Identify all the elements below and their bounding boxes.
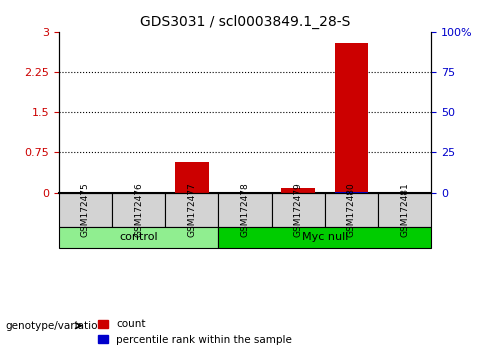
Text: Myc null: Myc null bbox=[302, 232, 348, 242]
Text: GSM172475: GSM172475 bbox=[81, 182, 90, 237]
Text: genotype/variation: genotype/variation bbox=[5, 321, 104, 331]
Text: GSM172480: GSM172480 bbox=[347, 182, 356, 237]
FancyBboxPatch shape bbox=[325, 193, 378, 227]
FancyBboxPatch shape bbox=[59, 193, 112, 227]
FancyBboxPatch shape bbox=[165, 193, 219, 227]
FancyBboxPatch shape bbox=[59, 227, 219, 248]
Text: GSM172478: GSM172478 bbox=[241, 182, 249, 237]
Bar bbox=[281, 188, 315, 193]
FancyBboxPatch shape bbox=[378, 193, 431, 227]
FancyBboxPatch shape bbox=[219, 227, 431, 248]
Title: GDS3031 / scl0003849.1_28-S: GDS3031 / scl0003849.1_28-S bbox=[140, 15, 350, 29]
Text: GSM172476: GSM172476 bbox=[134, 182, 143, 237]
Text: GSM172481: GSM172481 bbox=[400, 182, 409, 237]
Text: GSM172479: GSM172479 bbox=[294, 182, 303, 237]
Text: control: control bbox=[119, 232, 158, 242]
FancyBboxPatch shape bbox=[112, 193, 165, 227]
Legend: count, percentile rank within the sample: count, percentile rank within the sample bbox=[94, 315, 296, 349]
FancyBboxPatch shape bbox=[219, 193, 271, 227]
Bar bbox=[175, 162, 209, 193]
Text: GSM172477: GSM172477 bbox=[187, 182, 196, 237]
FancyBboxPatch shape bbox=[271, 193, 325, 227]
Bar bbox=[335, 42, 368, 193]
